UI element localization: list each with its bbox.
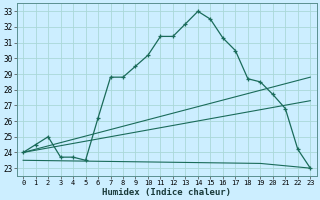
X-axis label: Humidex (Indice chaleur): Humidex (Indice chaleur)	[102, 188, 231, 197]
